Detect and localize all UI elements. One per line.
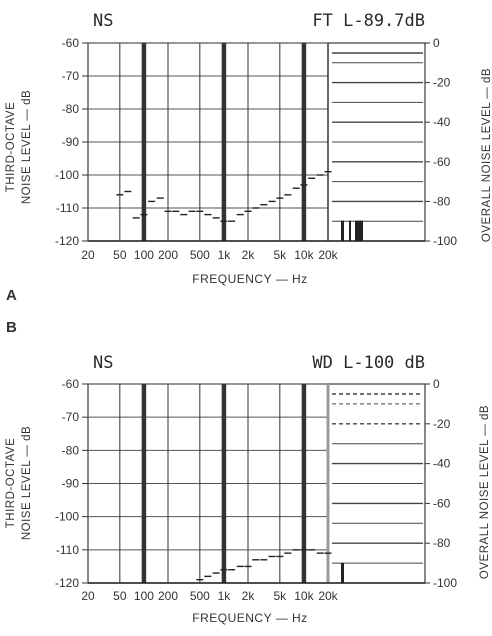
y-tick-label-left: -100	[55, 168, 79, 182]
y-tick-label-right: -20	[433, 417, 451, 431]
y-tick-label-left: -80	[62, 443, 80, 457]
x-tick-label: 500	[190, 589, 210, 603]
y-tick-label-left: -110	[56, 201, 79, 215]
overall-level-bar	[349, 220, 351, 241]
x-tick-label: 5k	[273, 589, 287, 603]
x-tick-label: 2k	[242, 589, 256, 603]
overall-level-bar	[341, 220, 344, 241]
y-tick-label-right: -60	[433, 155, 451, 169]
y-tick-label-right: -20	[433, 76, 451, 90]
y-tick-label-left: -110	[56, 543, 79, 557]
y-tick-label-left: -80	[62, 102, 80, 116]
x-tick-label: 200	[158, 589, 178, 603]
y-axis-title-right: OVERALL NOISE LEVEL — dB	[481, 68, 492, 242]
figure-label-b: B	[6, 319, 17, 336]
x-tick-label: 20	[81, 248, 95, 262]
x-tick-label: 100	[134, 248, 154, 262]
overall-level-bar	[341, 563, 344, 583]
x-tick-label: 20	[81, 589, 95, 603]
corner-label-left: NS	[93, 11, 113, 31]
corner-label-right: FT L-89.7dB	[312, 11, 425, 31]
x-tick-label: 200	[158, 248, 178, 262]
y-tick-label-left: -70	[62, 69, 80, 83]
y-tick-label-left: -120	[55, 576, 79, 590]
y-tick-label-right: -60	[433, 496, 451, 510]
corner-label-right: WD L-100 dB	[312, 353, 425, 373]
y-tick-label-right: -100	[433, 576, 457, 590]
y-tick-label-left: -90	[62, 477, 80, 491]
y-tick-label-left: -60	[62, 377, 80, 391]
y-axis-title-left: THIRD-OCTAVE NOISE LEVEL — dB	[5, 90, 33, 204]
y-tick-label-left: -120	[55, 234, 79, 248]
y-axis-title-right: OVERALL NOISE LEVEL — dB	[479, 405, 491, 579]
y-tick-label-left: -60	[62, 36, 80, 50]
x-tick-label: 20k	[318, 248, 338, 262]
y-axis-title-left: THIRD-OCTAVE NOISE LEVEL — dB	[5, 426, 33, 540]
corner-label-left: NS	[93, 353, 113, 373]
overall-level-bar	[355, 220, 363, 241]
x-tick-label: 1k	[218, 589, 232, 603]
y-tick-label-right: -80	[433, 536, 451, 550]
y-tick-label-left: -90	[62, 135, 80, 149]
x-tick-label: 5k	[273, 248, 287, 262]
x-tick-label: 50	[113, 248, 127, 262]
x-tick-label: 100	[134, 589, 154, 603]
y-tick-label-left: -70	[62, 410, 80, 424]
y-tick-label-left: -100	[55, 510, 79, 524]
y-tick-label-right: -40	[433, 457, 451, 471]
y-tick-label-right: 0	[433, 377, 440, 391]
x-axis-title: FREQUENCY — Hz	[192, 272, 307, 286]
x-tick-label: 50	[113, 589, 127, 603]
x-tick-label: 500	[190, 248, 210, 262]
figure-label-a: A	[6, 287, 17, 304]
y-tick-label-right: -80	[433, 194, 451, 208]
x-tick-label: 20k	[318, 589, 338, 603]
x-tick-label: 1k	[218, 248, 232, 262]
x-axis-title: FREQUENCY — Hz	[192, 611, 307, 625]
x-tick-label: 10k	[294, 248, 314, 262]
y-tick-label-right: -100	[433, 234, 457, 248]
y-tick-label-right: -40	[433, 115, 451, 129]
y-tick-label-right: 0	[433, 36, 440, 50]
x-tick-label: 10k	[294, 589, 314, 603]
x-tick-label: 2k	[242, 248, 256, 262]
